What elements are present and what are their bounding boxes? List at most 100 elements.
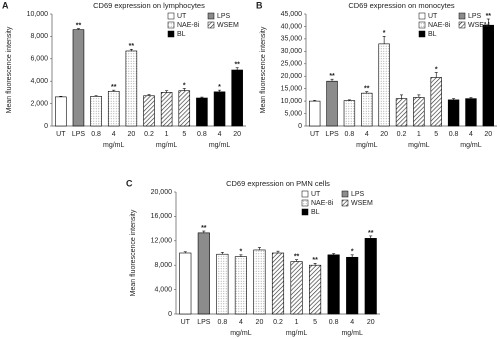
bar [160, 92, 173, 127]
y-axis-label: Mean fluorescence intensity [6, 26, 13, 113]
x-tick-label: 0.8 [91, 131, 101, 138]
bar [55, 96, 67, 127]
bar [213, 91, 226, 127]
y-tick-label: 10,000 [27, 11, 49, 18]
significance: * [383, 30, 386, 37]
bar [447, 99, 460, 127]
bar [72, 29, 85, 127]
significance: * [351, 249, 354, 256]
significance: * [183, 82, 186, 89]
panel-letter: C [126, 178, 133, 188]
bar [107, 90, 120, 127]
legend-label: BL [177, 31, 186, 38]
legend-swatch [418, 21, 426, 29]
bar [125, 50, 138, 127]
x-tick-label: 4 [112, 131, 116, 138]
y-tick-label: 4,000 [154, 286, 172, 293]
legend-swatch [458, 12, 466, 20]
y-tick-label: 8,000 [154, 262, 172, 269]
x-tick-label: 4 [350, 319, 354, 326]
chart-title: CD69 expression on lymphocytes [93, 1, 205, 10]
legend-label: NAE-8i [311, 200, 334, 207]
significance: ** [111, 84, 117, 91]
panel-letter: B [256, 0, 263, 10]
significance: ** [486, 13, 492, 20]
x-tick-label: LPS [325, 131, 339, 138]
x-tick-label: UT [181, 319, 191, 326]
bar [465, 98, 477, 127]
bar [482, 24, 495, 127]
significance: ** [312, 257, 318, 264]
x-group-label: mg/mL [460, 142, 482, 149]
x-group-label: mg/mL [209, 142, 231, 149]
legend-swatch [301, 190, 309, 198]
y-tick-label: 5,000 [284, 110, 302, 117]
x-tick-label: 5 [313, 319, 317, 326]
y-tick-label: 35,000 [281, 36, 303, 43]
x-tick-label: 0.2 [144, 131, 154, 138]
y-tick-label: 16,000 [151, 213, 173, 220]
y-tick-label: 0 [168, 311, 172, 318]
y-tick-label: 8,000 [30, 33, 48, 40]
significance: ** [368, 230, 374, 237]
x-group-label: mg/mL [356, 142, 378, 149]
significance: ** [201, 225, 207, 232]
y-tick-label: 45,000 [281, 11, 303, 18]
significance: * [435, 66, 438, 73]
significance: * [240, 249, 243, 256]
legend-swatch [207, 12, 215, 20]
bar [395, 98, 408, 127]
x-group-label: mg/mL [408, 142, 430, 149]
y-tick-label: 20,000 [151, 189, 173, 196]
x-tick-label: LPS [197, 319, 211, 326]
chart-title: CD69 expression on monocytes [348, 1, 455, 10]
significance: * [218, 84, 221, 91]
x-tick-label: 5 [434, 131, 438, 138]
legend-label: BL [311, 209, 320, 216]
y-tick-label: 30,000 [281, 48, 303, 55]
legend-swatch [341, 190, 349, 198]
bar [343, 100, 356, 127]
x-tick-label: 0.8 [217, 319, 227, 326]
significance: ** [234, 62, 240, 69]
x-tick-label: 0.8 [329, 319, 339, 326]
bar [413, 97, 425, 127]
bar [178, 90, 191, 127]
legend-swatch [167, 21, 175, 29]
x-tick-label: 20 [367, 319, 375, 326]
bar [253, 249, 266, 315]
x-group-label: mg/mL [103, 142, 125, 149]
bar [308, 100, 321, 127]
bar [179, 252, 192, 315]
bar [309, 264, 322, 315]
y-tick-label: 25,000 [281, 61, 303, 68]
chart-title: CD69 expression on PMN cells [226, 179, 330, 188]
bar [361, 92, 373, 127]
x-group-label: mg/mL [286, 330, 308, 337]
x-tick-label: 0.8 [449, 131, 459, 138]
y-tick-label: 2,000 [30, 100, 48, 107]
bar [326, 80, 338, 127]
x-tick-label: LPS [72, 131, 86, 138]
x-tick-label: 0.8 [197, 131, 207, 138]
legend-label: BL [428, 31, 437, 38]
x-group-label: mg/mL [341, 330, 363, 337]
significance: ** [364, 85, 370, 92]
y-tick-label: 15,000 [281, 86, 303, 93]
bar [364, 238, 377, 315]
y-tick-label: 0 [298, 123, 302, 130]
x-group-label: mg/mL [156, 142, 178, 149]
bar [327, 254, 340, 315]
x-tick-label: UT [310, 131, 320, 138]
significance: ** [129, 43, 135, 50]
x-tick-label: 4 [365, 131, 369, 138]
x-tick-label: UT [56, 131, 66, 138]
x-tick-label: 20 [256, 319, 264, 326]
x-tick-label: 5 [182, 131, 186, 138]
bar [90, 96, 102, 127]
bar [378, 43, 390, 127]
bar [430, 77, 442, 127]
legend-swatch [301, 208, 309, 216]
